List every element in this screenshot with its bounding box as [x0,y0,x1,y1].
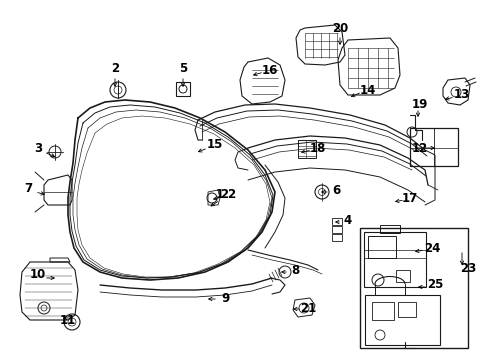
Bar [380,225,400,233]
Text: 2: 2 [111,62,119,75]
Text: 8: 8 [291,264,299,276]
Text: 17: 17 [402,192,418,204]
Bar [398,302,416,317]
Bar [332,218,342,225]
Bar [332,234,342,241]
Bar [372,302,394,320]
Text: 18: 18 [310,141,326,154]
Text: 22: 22 [220,189,236,202]
Text: 24: 24 [424,242,440,255]
Bar [332,226,342,233]
Bar [176,82,190,96]
Text: 14: 14 [360,84,376,96]
Text: 15: 15 [207,139,223,152]
Text: 12: 12 [412,141,428,154]
Text: 3: 3 [34,141,42,154]
Text: 6: 6 [332,184,340,197]
Bar [298,140,316,158]
Text: 1: 1 [216,189,224,202]
Text: 23: 23 [460,261,476,274]
Text: 10: 10 [30,269,46,282]
Bar [368,236,396,258]
Text: 25: 25 [427,279,443,292]
Bar [410,128,458,166]
Text: 5: 5 [179,62,187,75]
Text: 16: 16 [262,63,278,77]
Text: 11: 11 [60,314,76,327]
Bar [365,295,440,345]
Text: 9: 9 [221,292,229,305]
Text: 4: 4 [344,213,352,226]
Text: 7: 7 [24,181,32,194]
Bar [360,228,468,348]
Bar [364,232,426,287]
Text: 20: 20 [332,22,348,35]
Bar [396,270,410,282]
Text: 21: 21 [300,302,316,315]
Text: 13: 13 [454,89,470,102]
Text: 19: 19 [412,99,428,112]
